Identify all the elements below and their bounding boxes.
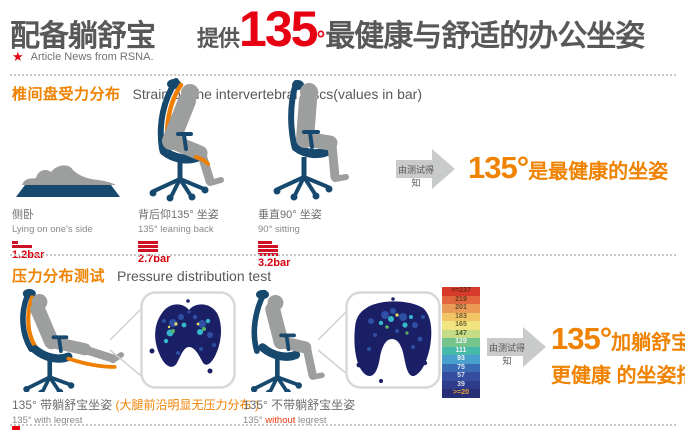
section2-title-en: Pressure distribution test	[117, 268, 272, 284]
pressure-color-scale: >=237 219 201 183 165 147 129 111 93 75 …	[442, 287, 480, 398]
pressure-map-without-legrest	[345, 291, 441, 394]
section1-title-cn: 椎间盘受力分布	[12, 86, 121, 103]
label-en: 135° with legrest	[12, 415, 83, 426]
degree-symbol: °	[316, 26, 326, 51]
label-without-legrest: 135° 不带躺舒宝坐姿 135° without legrest	[243, 398, 356, 426]
chair-135-icon	[138, 78, 258, 202]
section2-title-cn: 压力分布测试	[12, 268, 106, 285]
test-conclusion-arrow: 由测试得知	[487, 325, 547, 369]
figure-label-cn: 背后仰135° 坐姿	[138, 209, 219, 221]
result-degree: 135°	[551, 321, 612, 356]
pressure-map-with-legrest	[140, 291, 236, 394]
figure-lying: 侧卧 Lying on one's side 1.2bar	[12, 100, 132, 261]
source-note: ★ Article News from RSNA.	[12, 49, 154, 65]
section2-title: 压力分布测试 Pressure distribution test	[12, 265, 271, 286]
divider-top	[10, 74, 676, 76]
pressure-bars-icon	[138, 241, 258, 252]
divider-middle	[10, 254, 676, 256]
pressure-value: 2.7bar	[138, 253, 171, 265]
label-with-legrest: 135° 带躺舒宝坐姿 (大腿前沿明显无压力分布 ) 135° with leg…	[12, 398, 259, 426]
label-note: (大腿前沿明显无压力分布 )	[115, 398, 259, 412]
callout-lines-icon	[110, 303, 146, 378]
divider-bottom	[10, 424, 676, 426]
section1-result: 135°是最健康的坐姿	[468, 150, 668, 186]
title-suffix: 最健康与舒适的办公坐姿	[325, 20, 645, 53]
chair-90-icon	[258, 80, 378, 202]
figure-label-cn: 垂直90° 坐姿	[258, 209, 322, 221]
figure-chair-90: 垂直90° 坐姿 90° sitting 3.2bar	[258, 80, 378, 269]
pressure-value: 3.2bar	[258, 257, 291, 269]
figure-chair-135: 背后仰135° 坐姿 135° leaning back 2.7bar	[138, 78, 258, 265]
result-line1: 加躺舒宝是	[611, 332, 685, 354]
right-arrow-icon	[396, 149, 455, 189]
source-text: Article News from RSNA.	[30, 51, 154, 63]
figure-label-en: Lying on one's side	[12, 224, 93, 235]
result-text: 是最健康的坐姿	[528, 161, 669, 183]
right-arrow-icon	[487, 327, 546, 367]
lying-person-icon	[12, 100, 132, 202]
arrow-label: 由测试得知	[488, 343, 525, 366]
figure-label-cn: 侧卧	[12, 209, 34, 221]
title-mid: 提供	[197, 26, 240, 51]
label-en-emphasis: without	[265, 415, 296, 426]
result-line2: 更健康 的坐姿搭配	[551, 365, 685, 387]
figure-label-en: 90° sitting	[258, 224, 300, 235]
arrow-label: 由测试得知	[397, 165, 434, 188]
title-prefix: 配备躺舒宝	[10, 20, 156, 53]
test-conclusion-arrow: 由测试得知	[396, 147, 456, 191]
result-degree: 135°	[468, 150, 529, 185]
figure-label-en: 135° leaning back	[138, 224, 214, 235]
chair-without-legrest-icon	[240, 288, 350, 397]
section1-title: 椎间盘受力分布 Strain on the intervertebral dis…	[12, 83, 422, 104]
page-title: 配备躺舒宝 提供 135 ° 最健康与舒适的办公坐姿	[10, 4, 682, 55]
pressure-bars-icon	[12, 241, 132, 248]
section1-title-en: Strain on the intervertebral discs(value…	[132, 86, 422, 102]
section2-result: 135°加躺舒宝是 更健康 的坐姿搭配	[551, 321, 685, 388]
title-degree-number: 135	[239, 1, 318, 57]
star-icon: ★	[12, 49, 24, 64]
chair-with-legrest-icon	[10, 288, 135, 397]
red-mark	[12, 426, 20, 430]
